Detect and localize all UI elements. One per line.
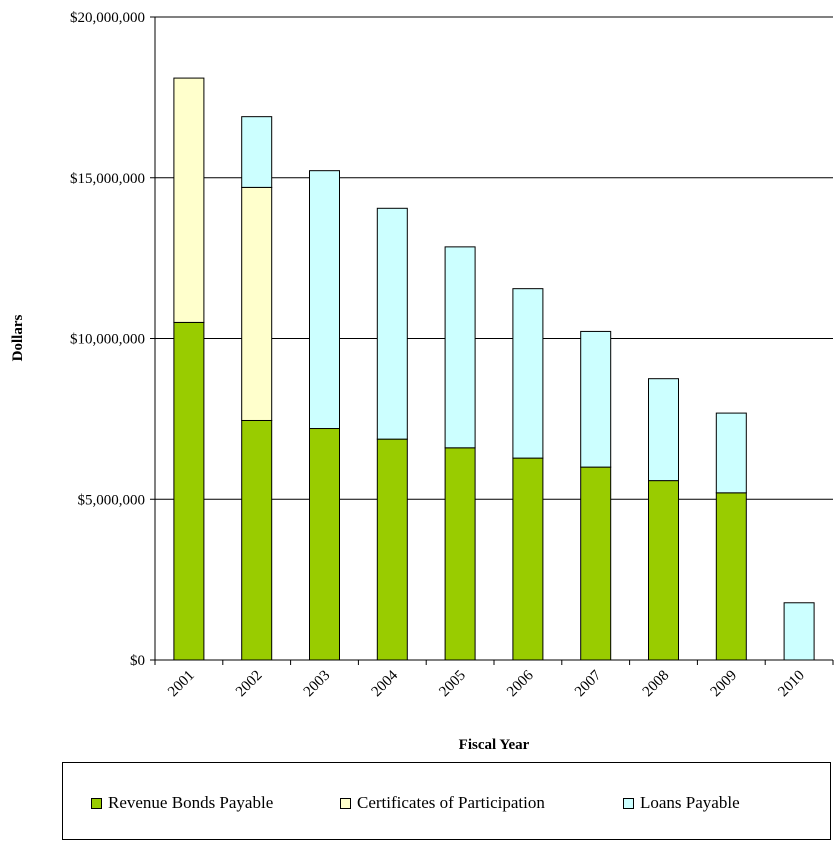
y-tick-labels: $0 $5,000,000 $10,000,000 $15,000,000 $20,00… — [70, 10, 145, 669]
x-tick-label: 2007 — [572, 667, 605, 700]
bar-segment — [715, 412, 747, 494]
y-tick-label: $5,000,000 — [78, 492, 146, 508]
x-tick-label: 2003 — [301, 668, 334, 701]
bar-segment — [444, 447, 476, 661]
bar-segment — [580, 466, 612, 661]
bar-segment — [173, 77, 205, 323]
bar-segment — [648, 378, 679, 482]
x-tick-label: 2005 — [436, 668, 469, 701]
x-tick-label: 2001 — [165, 668, 198, 701]
bar-segment — [376, 207, 408, 440]
legend-label-revenue-bonds: Revenue Bonds Payable — [108, 793, 274, 812]
bar-segment — [376, 438, 408, 661]
bar-segment — [580, 330, 612, 468]
axes — [150, 16, 834, 665]
y-tick-label: $20,000,000 — [70, 10, 145, 26]
x-tick-label: 2002 — [233, 668, 266, 701]
legend-label-certificates: Certificates of Participation — [357, 793, 545, 812]
legend-item-revenue-bonds: Revenue Bonds Payable — [91, 793, 273, 813]
bar-segment — [309, 170, 340, 430]
legend-swatch-revenue-bonds — [91, 797, 102, 809]
bar-segment — [173, 321, 205, 661]
legend-swatch-certificates — [340, 797, 351, 809]
bar-segment — [512, 288, 544, 459]
y-tick-label: $10,000,000 — [70, 332, 145, 348]
x-tick-label: 2004 — [369, 667, 402, 700]
bar-segment — [241, 186, 273, 421]
bar-segment — [715, 492, 747, 661]
x-tick-label: 2009 — [708, 668, 741, 701]
x-axis-title: Fiscal Year — [459, 737, 530, 753]
legend: Revenue Bonds Payable Certificates of Pa… — [62, 762, 831, 840]
legend-swatch-loans-payable — [623, 797, 634, 809]
bar-segment — [444, 246, 476, 449]
legend-item-certificates: Certificates of Participation — [340, 793, 545, 813]
y-tick-label: $15,000,000 — [70, 171, 145, 187]
bar-segment — [241, 116, 273, 188]
x-tick-label: 2010 — [775, 668, 808, 701]
y-axis-title: Dollars — [10, 315, 26, 362]
x-tick-label: 2008 — [640, 668, 673, 701]
legend-label-loans-payable: Loans Payable — [640, 793, 740, 812]
chart: $0 $5,000,000 $10,000,000 $15,000,000 $20,00… — [10, 10, 834, 753]
bar-segment — [512, 457, 544, 661]
bar-segment — [648, 480, 679, 661]
y-tick-label: $0 — [130, 653, 145, 669]
bar-segment — [309, 428, 340, 661]
x-tick-label: 2006 — [504, 667, 537, 700]
bar-segment — [783, 602, 815, 661]
x-tick-labels: 2001 2002 2003 2004 2005 2006 2007 2008 2009 2010 — [165, 667, 808, 700]
legend-item-loans-payable: Loans Payable — [623, 793, 740, 813]
bars — [173, 77, 815, 661]
bar-segment — [241, 419, 273, 661]
